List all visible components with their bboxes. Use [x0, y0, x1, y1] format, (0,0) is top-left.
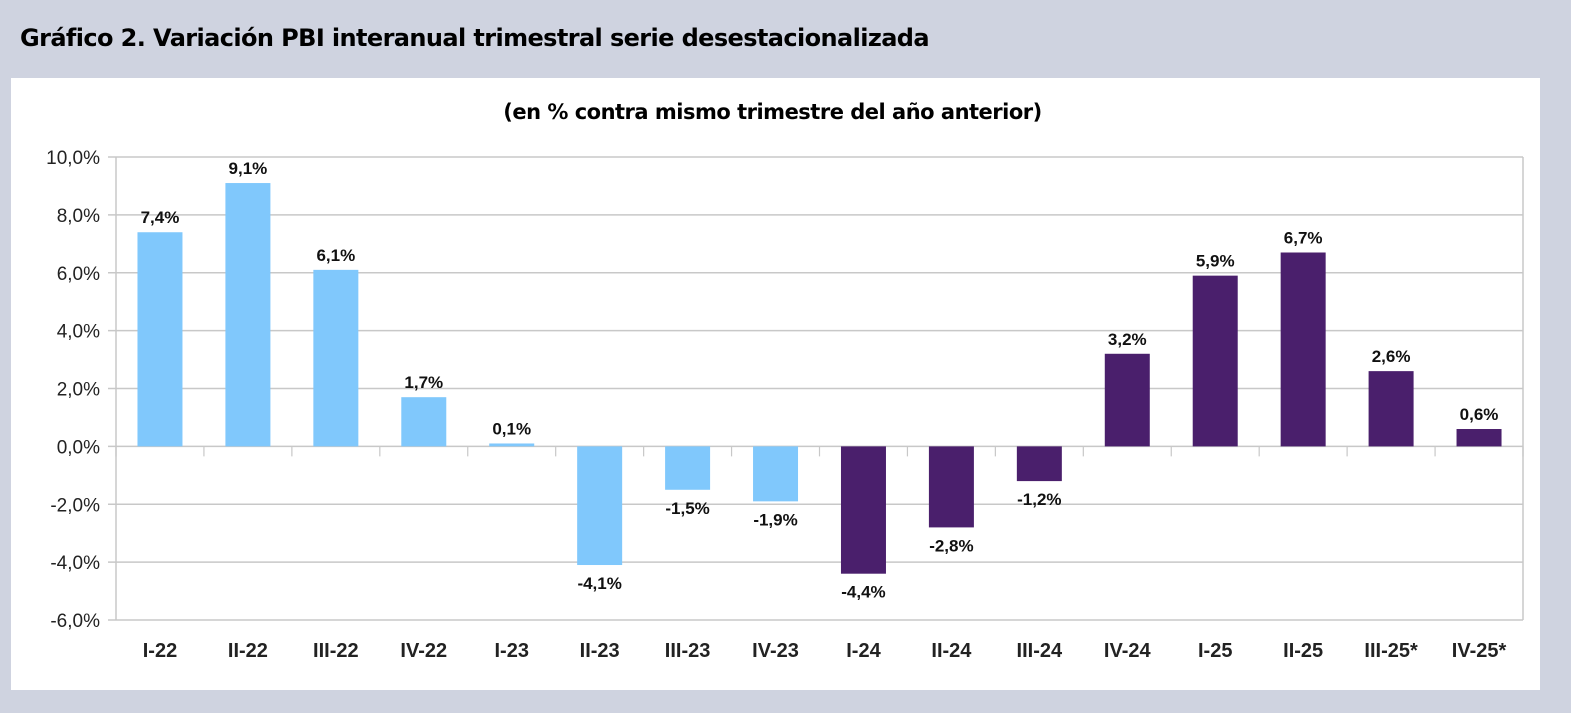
data-label: 2,6% [1372, 347, 1411, 366]
y-tick-label: -2,0% [50, 495, 100, 516]
data-label: -1,9% [753, 510, 797, 529]
bar-ii-22 [225, 183, 271, 447]
data-label: 0,1% [492, 419, 531, 438]
x-tick-label: IV-24 [1104, 640, 1152, 662]
y-tick-label: -4,0% [50, 553, 100, 574]
x-tick-label: III-24 [1017, 640, 1063, 662]
data-label: 5,9% [1196, 252, 1235, 271]
bar-ii-25 [1280, 252, 1326, 447]
bar-iv-24 [1104, 353, 1150, 447]
labels: 10,0% 8,0% 6,0% 4,0% 2,0% 0,0% -2,0% -4,0% -6,0%… [46, 148, 1506, 662]
x-tick-label: III-25* [1364, 640, 1418, 662]
x-tick-label: I-25 [1198, 640, 1232, 662]
data-label: -4,1% [577, 574, 621, 593]
data-label: -2,8% [929, 536, 973, 555]
chart-subtitle: (en % contra mismo trimestre del año ant… [503, 100, 1042, 124]
x-tick-label: III-22 [313, 640, 359, 662]
x-tick-label: I-22 [143, 640, 177, 662]
x-tick-label: IV-25* [1452, 640, 1507, 662]
x-tick-label: I-24 [846, 640, 881, 662]
x-tick-label: II-23 [580, 640, 620, 662]
data-label: 1,7% [404, 373, 443, 392]
data-label: 6,7% [1284, 228, 1323, 247]
bar-iii-22 [313, 269, 359, 447]
data-label: 0,6% [1460, 405, 1499, 424]
bar-i-24 [840, 446, 886, 574]
bar-iii-23 [665, 446, 711, 490]
bar-iv-23 [753, 446, 799, 502]
data-label: 3,2% [1108, 330, 1147, 349]
x-tick-label: II-22 [228, 640, 268, 662]
bar-i-22 [137, 232, 183, 447]
data-label: -1,5% [665, 499, 709, 518]
x-tick-label: III-23 [665, 640, 711, 662]
axes [115, 157, 1524, 620]
y-tick-label: 0,0% [57, 437, 100, 458]
y-tick-label: 8,0% [57, 206, 100, 227]
data-label: 9,1% [229, 159, 268, 178]
y-tick-label: 6,0% [57, 264, 100, 285]
data-label: -4,4% [841, 583, 885, 602]
bar-iv-25-est [1456, 429, 1502, 447]
bar-iv-22 [401, 397, 447, 447]
x-tick-label: IV-23 [752, 640, 799, 662]
bar-i-25 [1192, 275, 1238, 447]
chart-title: Gráfico 2. Variación PBI interanual trim… [20, 24, 930, 52]
x-tick-label: II-24 [931, 640, 972, 662]
x-tick-label: IV-22 [400, 640, 447, 662]
data-label: -1,2% [1017, 490, 1061, 509]
bar-ii-23 [577, 446, 623, 566]
x-tick-label: I-23 [494, 640, 528, 662]
bar-ii-24 [928, 446, 974, 528]
y-tick-label: 10,0% [46, 148, 100, 169]
y-tick-label: 4,0% [57, 322, 100, 343]
y-tick-label: 2,0% [57, 380, 100, 401]
bars [137, 183, 1502, 574]
x-tick-label: II-25 [1283, 640, 1323, 662]
bar-iii-25-est [1368, 371, 1414, 447]
bar-i-23 [489, 443, 535, 447]
y-tick-label: -6,0% [50, 611, 100, 632]
data-label: 6,1% [316, 246, 355, 265]
bar-iii-24 [1016, 446, 1062, 482]
data-label: 7,4% [141, 208, 180, 227]
